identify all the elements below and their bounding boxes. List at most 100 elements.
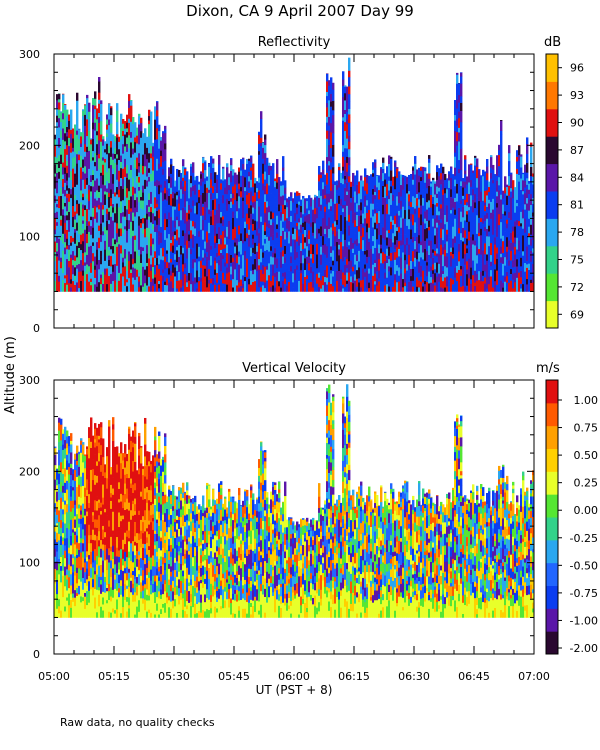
data-cell — [74, 194, 77, 200]
data-cell — [484, 171, 487, 178]
data-cell — [270, 170, 273, 179]
data-cell — [194, 194, 197, 206]
data-cell — [108, 161, 111, 169]
data-cell — [172, 231, 175, 237]
data-cell — [230, 201, 233, 208]
data-cell — [218, 175, 221, 180]
data-cell — [82, 208, 85, 217]
data-cell — [110, 266, 113, 275]
data-cell — [462, 258, 465, 267]
data-cell — [528, 233, 531, 237]
data-cell — [132, 258, 135, 265]
data-cell — [76, 153, 79, 164]
data-cell — [182, 264, 185, 272]
data-cell — [66, 154, 69, 161]
data-cell — [112, 168, 115, 175]
data-cell — [370, 212, 373, 218]
data-cell — [128, 122, 131, 128]
data-cell — [490, 226, 493, 233]
data-cell — [116, 222, 119, 230]
data-cell — [474, 174, 477, 183]
data-cell — [76, 199, 79, 205]
data-cell — [440, 222, 443, 229]
data-cell — [336, 252, 339, 262]
data-cell — [408, 194, 411, 202]
data-cell — [256, 200, 259, 210]
data-cell — [92, 216, 95, 225]
data-cell — [250, 284, 253, 292]
data-cell — [340, 258, 343, 270]
data-cell — [460, 251, 463, 263]
data-cell — [438, 175, 441, 188]
data-cell — [386, 172, 389, 185]
data-cell — [282, 195, 285, 205]
data-cell — [164, 160, 167, 170]
data-cell — [120, 235, 123, 246]
data-cell — [100, 175, 103, 185]
data-cell — [96, 207, 99, 213]
data-cell — [110, 273, 113, 284]
data-cell — [98, 225, 101, 231]
data-cell — [110, 156, 113, 166]
data-cell — [420, 187, 423, 195]
data-cell — [250, 179, 253, 188]
data-cell — [164, 218, 167, 231]
data-cell — [476, 177, 479, 188]
data-cell — [64, 148, 67, 160]
data-cell — [184, 167, 187, 169]
data-cell — [414, 222, 417, 233]
data-cell — [442, 172, 445, 183]
data-cell — [128, 272, 131, 279]
data-cell — [480, 175, 483, 181]
data-cell — [176, 191, 179, 196]
data-cell — [518, 154, 521, 161]
data-cell — [152, 180, 155, 188]
data-cell — [398, 240, 401, 249]
data-cell — [82, 159, 85, 168]
data-cell — [98, 140, 101, 147]
data-cell — [496, 217, 499, 229]
data-cell — [370, 268, 373, 280]
data-cell — [82, 204, 85, 209]
data-cell — [520, 270, 523, 278]
data-cell — [126, 164, 129, 174]
data-cell — [146, 158, 149, 170]
data-cell — [126, 151, 129, 160]
data-cell — [304, 216, 307, 222]
data-cell — [178, 237, 181, 246]
data-cell — [118, 148, 121, 161]
data-cell — [158, 140, 161, 149]
data-cell — [300, 269, 303, 274]
data-cell — [516, 237, 519, 250]
data-cell — [502, 204, 505, 214]
data-cell — [482, 223, 485, 232]
data-cell — [450, 278, 453, 288]
data-cell — [488, 245, 491, 258]
data-cell — [130, 221, 133, 227]
data-cell — [332, 195, 335, 202]
data-cell — [138, 124, 141, 135]
data-cell — [64, 247, 67, 255]
data-cell — [94, 180, 97, 188]
data-cell — [422, 189, 425, 194]
data-cell — [410, 247, 413, 252]
data-cell — [524, 172, 527, 181]
data-cell — [482, 240, 485, 251]
data-cell — [114, 136, 117, 142]
data-cell — [366, 262, 369, 271]
data-cell — [108, 134, 111, 146]
data-cell — [418, 188, 421, 193]
data-cell — [436, 171, 439, 180]
data-cell — [336, 184, 339, 190]
data-cell — [314, 286, 317, 292]
data-cell — [258, 220, 261, 229]
data-cell — [386, 183, 389, 196]
data-cell — [320, 246, 323, 251]
data-cell — [250, 232, 253, 239]
data-cell — [208, 192, 211, 200]
data-cell — [314, 247, 317, 255]
data-cell — [242, 242, 245, 256]
data-cell — [140, 117, 143, 124]
data-cell — [354, 191, 357, 203]
data-cell — [396, 264, 399, 271]
